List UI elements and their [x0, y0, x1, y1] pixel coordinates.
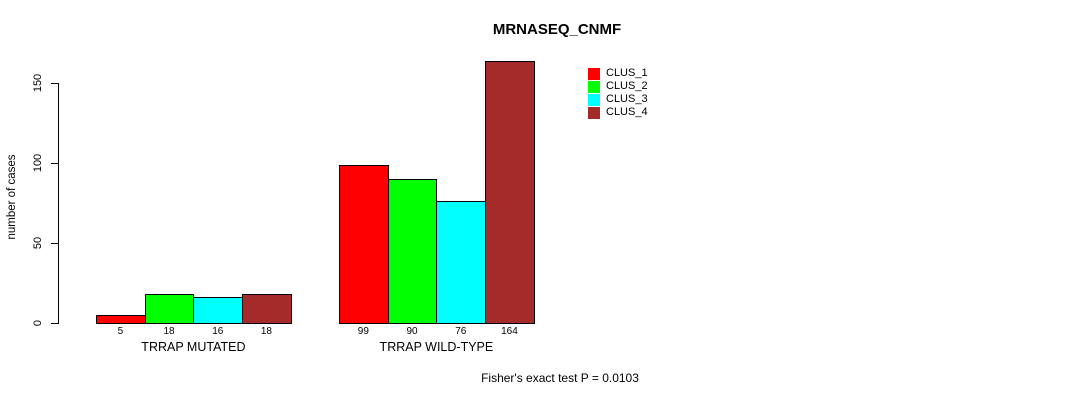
bar	[96, 315, 146, 324]
chart-title: MRNASEQ_CNMF	[492, 21, 622, 38]
legend-item: CLUS_4	[588, 106, 648, 119]
annotation-pvalue: Fisher's exact test P = 0.0103	[481, 371, 639, 385]
y-axis-tick	[51, 323, 58, 324]
y-axis-tick-label: 100	[32, 153, 44, 173]
bar	[387, 179, 438, 324]
legend-swatch	[588, 93, 600, 106]
bar	[485, 60, 535, 324]
bar-value-label: 90	[406, 326, 418, 337]
legend-label: CLUS_4	[606, 106, 648, 118]
legend-label: CLUS_3	[606, 93, 648, 105]
y-axis-line	[58, 83, 59, 324]
legend: CLUS_1 CLUS_2 CLUS_3 CLUS_4	[588, 67, 648, 119]
bar-value-label: 16	[212, 326, 224, 337]
y-axis-tick-label: 0	[32, 319, 44, 327]
bar	[193, 297, 244, 324]
group-label: TRRAP WILD-TYPE	[379, 340, 494, 354]
legend-swatch	[588, 106, 600, 119]
legend-label: CLUS_1	[606, 67, 648, 79]
y-axis-tick	[51, 243, 58, 244]
y-axis-label: number of cases	[6, 154, 18, 240]
bar-value-label: 18	[260, 326, 272, 337]
bar-value-label: 5	[117, 326, 124, 337]
bar	[242, 294, 292, 324]
bar	[436, 201, 487, 324]
bar-value-label: 76	[455, 326, 467, 337]
legend-item: CLUS_2	[588, 80, 648, 93]
legend-item: CLUS_1	[588, 67, 648, 80]
bar	[144, 294, 195, 324]
bar-value-label: 99	[357, 326, 369, 337]
bar-value-label: 18	[163, 326, 175, 337]
legend-swatch	[588, 80, 600, 93]
legend-swatch	[588, 67, 600, 80]
group-label: TRRAP MUTATED	[141, 340, 246, 354]
y-axis-tick-label: 150	[32, 73, 44, 93]
y-axis-tick-label: 50	[32, 236, 44, 250]
y-axis-tick	[51, 163, 58, 164]
y-axis-tick	[51, 83, 58, 84]
bar-value-label: 164	[501, 326, 518, 337]
legend-item: CLUS_3	[588, 93, 648, 106]
bar	[339, 164, 389, 324]
legend-label: CLUS_2	[606, 80, 648, 92]
